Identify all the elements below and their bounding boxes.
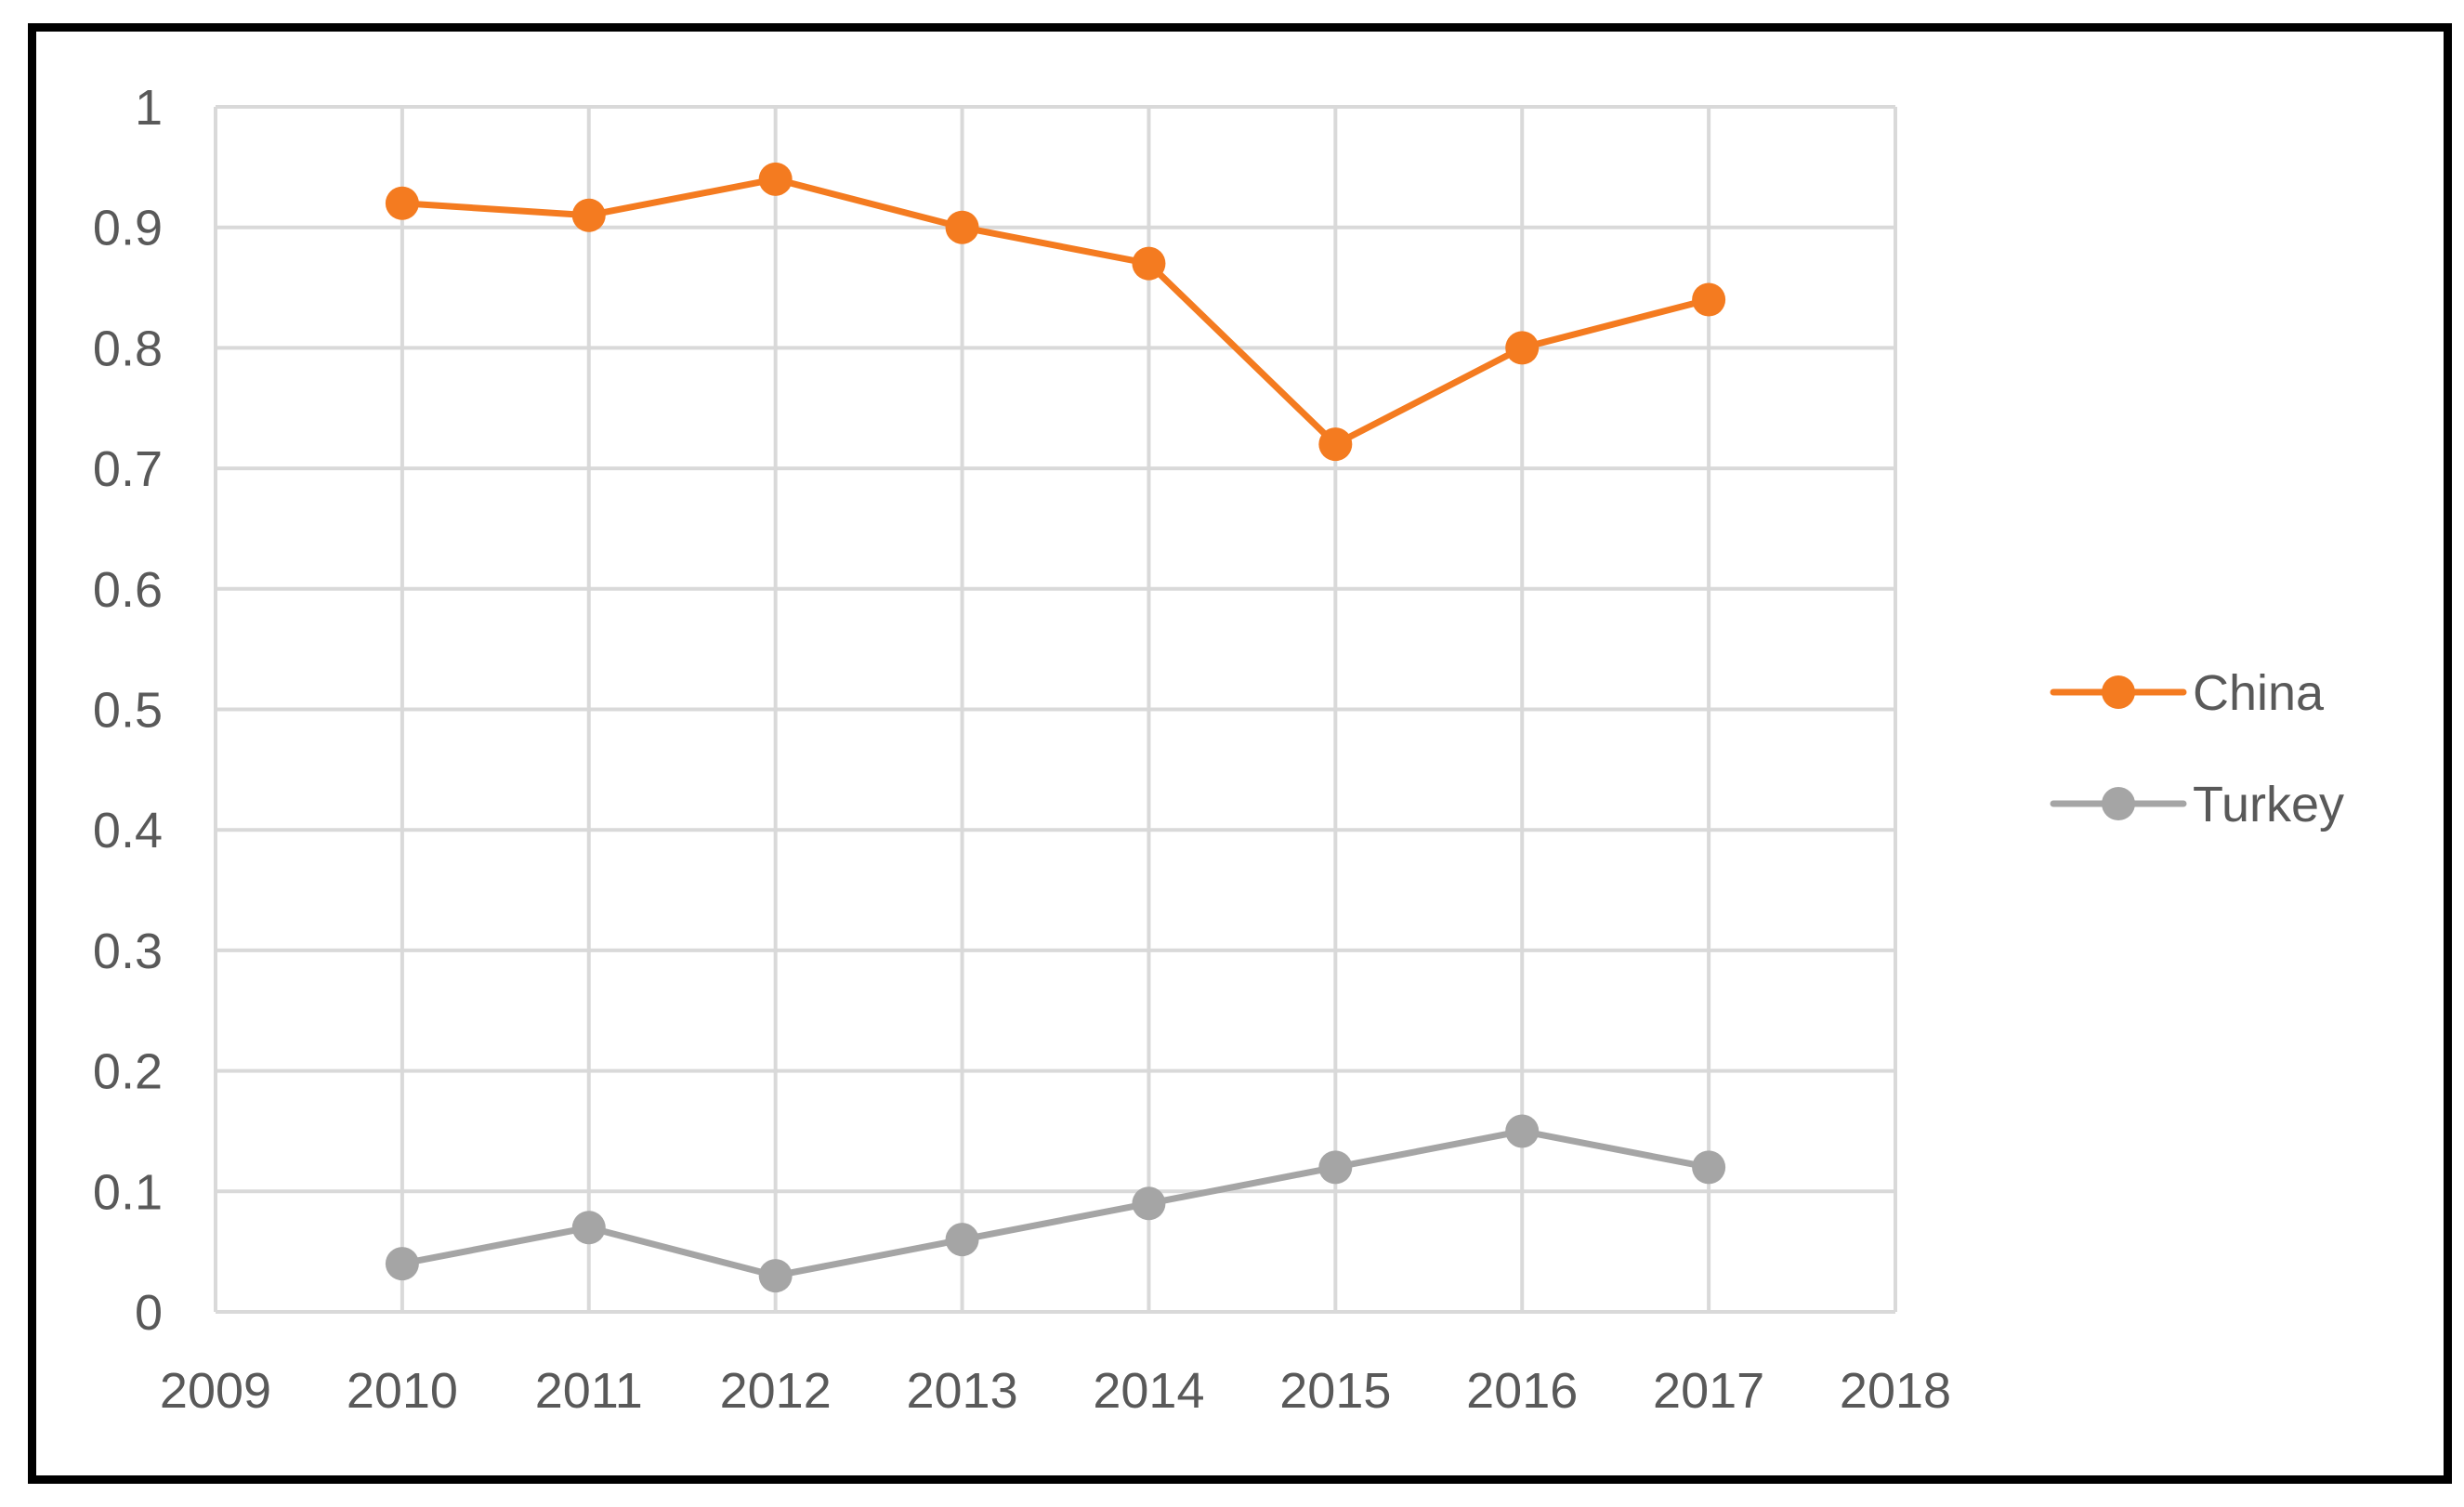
x-tick-label: 2018 [1840,1363,1951,1419]
data-point-turkey [1692,1150,1726,1185]
x-tick-label: 2010 [347,1363,458,1419]
legend-marker-china [2102,675,2135,709]
x-tick-label: 2015 [1279,1363,1391,1419]
data-point-china [758,162,793,196]
x-tick-label: 2014 [1093,1363,1204,1419]
data-point-turkey [945,1223,979,1257]
gridlines [214,105,1897,1314]
legend-label-china: China [2193,665,2325,721]
y-tick-label: 0.6 [93,562,163,618]
data-point-china [1318,427,1353,462]
x-tick-label: 2016 [1466,1363,1578,1419]
y-tick-label: 0.3 [93,924,163,979]
x-tick-label: 2011 [535,1363,643,1419]
data-point-china [1132,246,1166,281]
series-line-turkey [399,1127,1712,1279]
x-tick-label: 2012 [720,1363,832,1419]
legend-item-turkey: Turkey [2050,777,2344,832]
data-point-turkey [1505,1114,1540,1148]
legend: China Turkey [2050,665,2344,832]
data-point-china [1505,331,1540,365]
x-axis-tick-labels: 2009 2010 2011 2012 2013 2014 2015 2016 2017 2018 [160,1363,1951,1419]
y-tick-label: 0.7 [93,441,163,497]
data-point-china [945,210,979,244]
x-tick-label: 2009 [160,1363,271,1419]
data-point-turkey [1132,1186,1166,1221]
series-line-china [399,176,1712,448]
y-tick-label: 0.4 [93,803,163,858]
data-point-turkey [758,1259,793,1293]
series-group [385,162,1726,1293]
y-tick-label: 0 [135,1285,163,1341]
series-china [385,162,1726,462]
y-tick-label: 1 [135,80,163,136]
legend-marker-turkey [2102,787,2135,820]
legend-label-turkey: Turkey [2193,777,2344,832]
data-point-turkey [385,1247,419,1281]
y-tick-label: 0.1 [93,1164,163,1220]
data-point-china [571,198,606,232]
data-point-turkey [1318,1150,1353,1185]
series-turkey [385,1114,1726,1293]
x-tick-label: 2013 [906,1363,1017,1419]
legend-item-china: China [2050,665,2325,721]
y-tick-label: 0.5 [93,683,163,739]
y-axis-tick-labels: 0 0.1 0.2 0.3 0.4 0.5 0.6 0.7 0.8 0.9 1 [93,80,163,1341]
y-tick-label: 0.9 [93,201,163,256]
chart-frame [28,23,2452,1484]
x-tick-label: 2017 [1653,1363,1764,1419]
data-point-china [385,186,419,220]
y-tick-label: 0.2 [93,1044,163,1100]
y-tick-label: 0.8 [93,321,163,376]
data-point-china [1692,282,1726,317]
data-point-turkey [571,1211,606,1245]
